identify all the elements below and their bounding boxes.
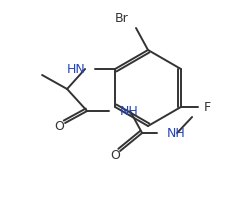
Text: NH: NH [166, 127, 185, 140]
Text: HN: HN [66, 62, 85, 75]
Text: F: F [203, 101, 210, 114]
Text: NH: NH [120, 105, 138, 118]
Text: O: O [110, 149, 120, 162]
Text: O: O [54, 119, 64, 133]
Text: Br: Br [115, 12, 128, 25]
